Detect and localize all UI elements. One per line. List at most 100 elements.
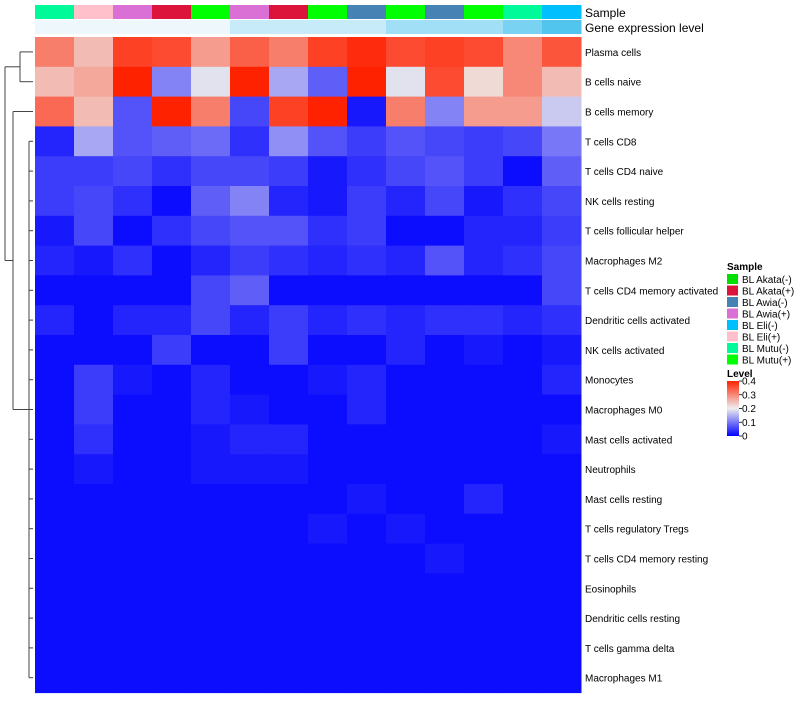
heatmap-cell	[542, 454, 582, 485]
heatmap-cell	[230, 126, 270, 157]
heatmap-cell	[74, 96, 114, 127]
heatmap-cell	[425, 424, 465, 455]
heatmap-cell	[308, 335, 348, 366]
heatmap-cell	[152, 424, 192, 455]
row-label: Mast cells resting	[585, 495, 662, 506]
heatmap-cell	[386, 186, 426, 217]
row-label: Dendritic cells resting	[585, 614, 680, 625]
heatmap-cell	[347, 96, 387, 127]
heatmap-cell	[425, 156, 465, 187]
sample-annotation-cell	[347, 5, 387, 19]
heatmap-cell	[425, 37, 465, 68]
heatmap-cell	[74, 633, 114, 664]
heatmap-cell	[269, 126, 309, 157]
heatmap-cell	[308, 364, 348, 396]
sample-annotation-cell	[386, 5, 426, 19]
heatmap-cell	[347, 573, 387, 604]
row-label: Neutrophils	[585, 465, 636, 476]
heatmap-cell	[386, 66, 426, 98]
heatmap-cell	[230, 603, 270, 634]
heatmap-cell	[35, 662, 75, 694]
heatmap-cell	[503, 394, 543, 425]
heatmap-cell	[74, 603, 114, 634]
heatmap-cell	[74, 37, 114, 68]
row-label: NK cells resting	[585, 197, 654, 208]
heatmap-cell	[386, 454, 426, 485]
legend: Sample BL Akata(-)BL Akata(+)BL Awia(-)B…	[727, 262, 794, 443]
sample-legend-label: BL Akata(+)	[742, 287, 794, 298]
gene-expression-annotation-cell	[269, 20, 309, 34]
heatmap-cell	[386, 156, 426, 187]
heatmap-cell	[542, 543, 582, 574]
heatmap-cell	[269, 364, 309, 396]
heatmap-cell	[464, 37, 504, 68]
heatmap-cell	[386, 126, 426, 157]
sample-legend-label: BL Akata(-)	[742, 275, 792, 286]
heatmap-cell	[308, 96, 348, 127]
sample-legend-swatch	[727, 297, 738, 307]
heatmap-cell	[35, 484, 75, 515]
heatmap-cell	[269, 662, 309, 694]
sample-annotation-cell	[503, 5, 543, 19]
heatmap-cell	[191, 126, 231, 157]
sample-annotation-cell	[113, 5, 153, 19]
heatmap-cell	[230, 275, 270, 306]
row-label: Macrophages M0	[585, 406, 663, 417]
sample-annotation-cell	[230, 5, 270, 19]
heatmap-cell	[386, 305, 426, 336]
gene-expression-annotation-cell	[542, 20, 582, 34]
heatmap-cell	[308, 484, 348, 515]
heatmap-cell	[74, 335, 114, 366]
heatmap-cell	[269, 484, 309, 515]
heatmap-cell	[269, 96, 309, 127]
heatmap-cell	[542, 37, 582, 68]
heatmap-cell	[464, 335, 504, 366]
heatmap-cell	[425, 454, 465, 485]
heatmap-cell	[74, 126, 114, 157]
heatmap-cell	[113, 335, 153, 366]
sample-legend-swatch	[727, 331, 738, 342]
heatmap-cell	[503, 66, 543, 98]
gene-expression-annotation-cell	[425, 20, 465, 34]
heatmap-cell	[308, 543, 348, 574]
heatmap-cell	[191, 662, 231, 694]
heatmap-cell	[74, 484, 114, 515]
heatmap-cell	[152, 245, 192, 276]
heatmap-cell	[308, 156, 348, 187]
heatmap-cell	[308, 603, 348, 634]
heatmap-cell	[425, 484, 465, 515]
heatmap-cell	[113, 633, 153, 664]
heatmap-cells	[35, 37, 582, 694]
row-label: Plasma cells	[585, 48, 641, 59]
heatmap-cell	[425, 543, 465, 574]
heatmap-cell	[74, 275, 114, 306]
heatmap-cell	[35, 37, 75, 68]
heatmap-cell	[74, 662, 114, 694]
heatmap-cell	[113, 66, 153, 98]
heatmap-cell	[347, 66, 387, 98]
heatmap-cell	[35, 305, 75, 336]
heatmap-cell	[308, 245, 348, 276]
heatmap-cell	[35, 186, 75, 217]
heatmap-cell	[191, 513, 231, 545]
heatmap-cell	[113, 603, 153, 634]
heatmap-cell	[503, 126, 543, 157]
heatmap-cell	[347, 156, 387, 187]
heatmap-cell	[308, 454, 348, 485]
heatmap-cell	[425, 662, 465, 694]
heatmap-cell	[425, 96, 465, 127]
heatmap-cell	[386, 543, 426, 574]
heatmap-cell	[230, 573, 270, 604]
heatmap-cell	[230, 364, 270, 396]
heatmap-cell	[74, 186, 114, 217]
sample-annotation-cell	[464, 5, 504, 19]
heatmap-cell	[152, 275, 192, 306]
heatmap-cell	[152, 662, 192, 694]
heatmap-cell	[425, 573, 465, 604]
row-dendrogram	[4, 51, 33, 679]
heatmap-cell	[542, 96, 582, 127]
gene-expression-annotation-cell	[308, 20, 348, 34]
row-label: Dendritic cells activated	[585, 316, 690, 327]
heatmap-cell	[191, 215, 231, 247]
heatmap-cell	[386, 335, 426, 366]
